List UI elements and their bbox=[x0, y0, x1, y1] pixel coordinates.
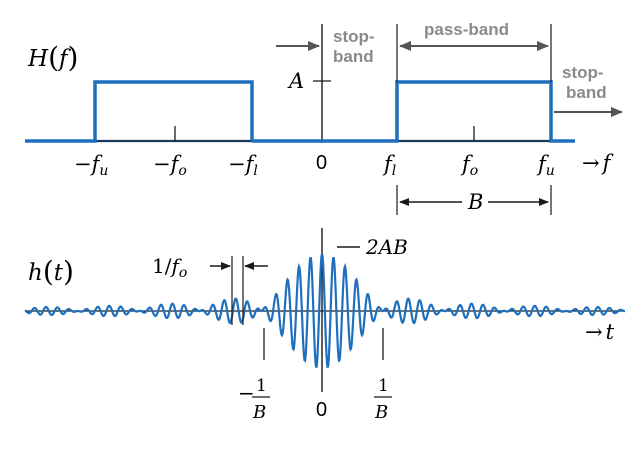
neg-fo-label: −fo bbox=[153, 152, 187, 179]
passband-label: pass-band bbox=[424, 20, 509, 39]
pos-first-zero-num: 1 bbox=[378, 376, 389, 396]
fu-label: fu bbox=[536, 152, 555, 179]
peak-label: 2AB bbox=[365, 235, 408, 259]
bandwidth-label: B bbox=[467, 190, 483, 214]
bottom-zero-label: 0 bbox=[316, 399, 327, 421]
amplitude-label: A bbox=[287, 69, 304, 93]
right-passband-response bbox=[322, 80, 575, 143]
period-label: 1/fo bbox=[152, 254, 187, 281]
ht-label: h(t) bbox=[28, 255, 74, 288]
fo-label: fo bbox=[460, 152, 478, 179]
stopband-right-line2: band bbox=[566, 83, 607, 102]
neg-first-zero-den: B bbox=[252, 402, 266, 423]
f-axis-arrow-label: → f bbox=[582, 151, 614, 175]
neg-fl-label: −fl bbox=[228, 152, 258, 179]
hf-label: H(f) bbox=[27, 41, 78, 74]
left-passband-response bbox=[25, 80, 254, 143]
impulse-response-plot: h(t) 2AB 1/fo − 1 B 0 1 B → t bbox=[24, 228, 626, 423]
impulse-response-curve bbox=[24, 253, 626, 369]
pos-first-zero-den: B bbox=[374, 402, 388, 423]
neg-first-zero-num: 1 bbox=[256, 376, 267, 396]
neg-fu-label: −fu bbox=[74, 152, 108, 179]
top-zero-label: 0 bbox=[316, 152, 327, 174]
fl-label: fl bbox=[382, 152, 396, 179]
frequency-response-plot: H(f) A −fu −fo −fl 0 fl fo fu → f stop- bbox=[25, 20, 623, 215]
stopband-left-line1: stop- bbox=[333, 27, 375, 46]
neg-first-zero-sign: − bbox=[238, 381, 255, 405]
stopband-left-line2: band bbox=[333, 47, 374, 66]
t-axis-arrow-label: → t bbox=[585, 320, 615, 344]
stopband-right-line1: stop- bbox=[562, 63, 604, 82]
